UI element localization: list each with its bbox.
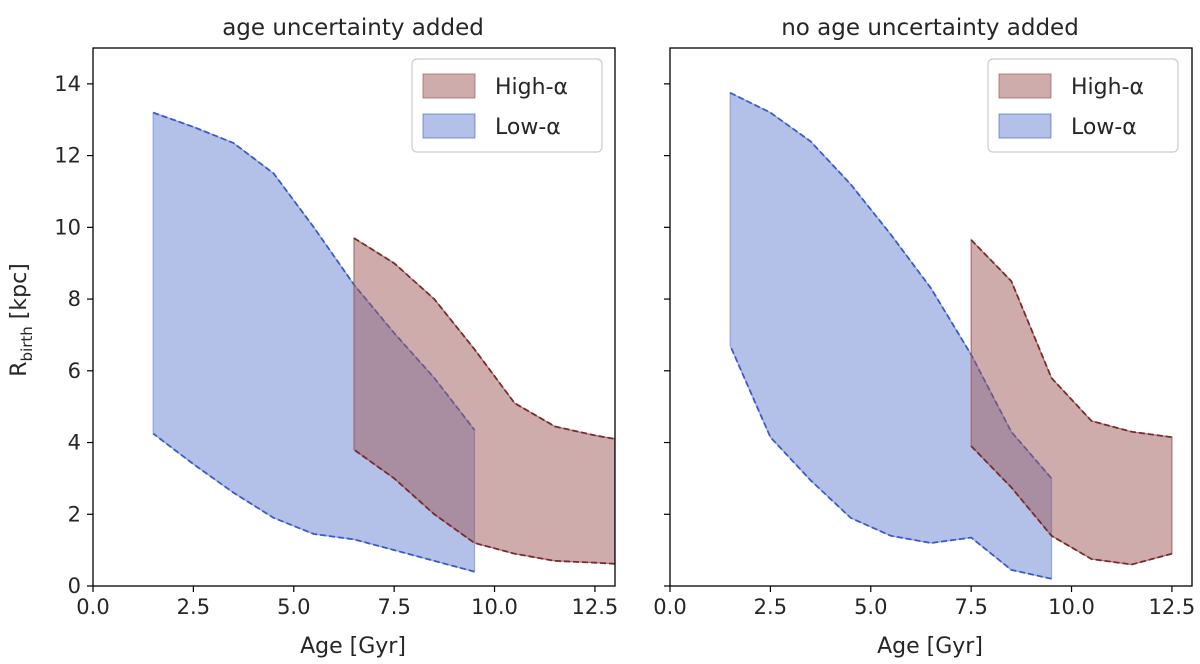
plot-content <box>729 91 1173 580</box>
x-tick-label: 10.0 <box>471 595 518 619</box>
band-high-alpha-lower-line <box>353 448 615 565</box>
plot-content <box>152 111 615 573</box>
legend-swatch-high-alpha <box>998 73 1052 99</box>
band-high-alpha-lower-line <box>970 445 1173 566</box>
band-high-alpha-upper-line <box>353 237 615 440</box>
y-tick-label: 2 <box>68 502 81 526</box>
x-tick-label: 12.5 <box>1149 595 1196 619</box>
band-high-alpha-upper-line <box>970 239 1173 439</box>
legend-swatch-low-alpha <box>422 113 476 139</box>
axes-frame <box>92 47 616 587</box>
y-tick-label: 14 <box>54 72 81 96</box>
axes-frame <box>669 47 1193 587</box>
x-axis-label: Age [Gyr] <box>877 634 983 659</box>
y-tick-label: 12 <box>54 144 81 168</box>
plot-area: 0.0 2.5 5.0 7.5 10.0 12.5 0 2 4 6 8 10 12 14 <box>54 47 619 619</box>
legend-label-low-alpha: Low-α <box>1071 115 1137 140</box>
panel-no-age-uncertainty: 0.0 2.5 5.0 7.5 10.0 12.5 no age uncertainty … <box>653 15 1195 659</box>
x-tick-label: 0.0 <box>653 595 686 619</box>
legend-swatch-high-alpha <box>422 73 476 99</box>
y-axis-label-sub: birth <box>18 326 36 361</box>
plot-area: 0.0 2.5 5.0 7.5 10.0 12.5 <box>653 47 1196 619</box>
x-axis-label: Age [Gyr] <box>300 634 406 659</box>
y-tick-label: 10 <box>54 215 81 239</box>
y-tick-label: 4 <box>68 431 81 455</box>
y-tick-label: 8 <box>68 287 81 311</box>
x-tick-label: 2.5 <box>754 595 787 619</box>
panel-title: no age uncertainty added <box>781 15 1079 41</box>
x-tick-label: 5.0 <box>854 595 887 619</box>
legend-label-low-alpha: Low-α <box>495 115 561 140</box>
legend-label-high-alpha: High-α <box>1071 75 1144 100</box>
x-tick-label: 10.0 <box>1048 595 1095 619</box>
band-low-alpha-lower-line <box>729 345 1052 580</box>
x-tick-label: 7.5 <box>954 595 987 619</box>
y-axis-label: Rbirth [kpc] <box>7 263 36 377</box>
x-tick-label: 12.5 <box>572 595 619 619</box>
y-tick-label: 0 <box>68 574 81 598</box>
x-tick-label: 5.0 <box>277 595 310 619</box>
x-tick-label: 7.5 <box>377 595 410 619</box>
legend-swatch-low-alpha <box>998 113 1052 139</box>
legend-label-high-alpha: High-α <box>495 75 568 100</box>
band-low-alpha-upper-line <box>152 111 476 431</box>
band-low-alpha-lower-line <box>152 432 475 573</box>
panel-title: age uncertainty added <box>222 15 484 41</box>
legend: High-α Low-α <box>411 58 603 153</box>
panel-age-uncertainty: 0.0 2.5 5.0 7.5 10.0 12.5 0 2 4 6 8 10 12 14 age unce… <box>54 15 618 659</box>
y-tick-label: 6 <box>68 359 81 383</box>
y-axis-label-main: R <box>7 361 32 376</box>
x-tick-label: 2.5 <box>177 595 210 619</box>
legend: High-α Low-α <box>987 58 1179 153</box>
y-axis-label-unit: [kpc] <box>7 263 32 326</box>
x-tick-label: 0.0 <box>76 595 109 619</box>
